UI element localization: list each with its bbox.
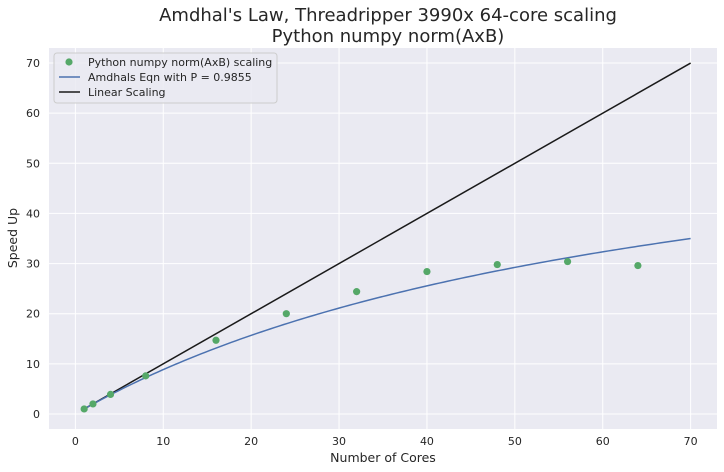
x-tick-label: 30 (332, 435, 346, 448)
legend: Python numpy norm(AxB) scaling Amdhals E… (53, 52, 278, 104)
grid-lines (49, 48, 717, 429)
y-tick-label: 0 (33, 408, 40, 421)
data-point (493, 260, 501, 269)
chart-title: Amdhal's Law, Threadripper 3990x 64-core… (159, 5, 617, 26)
x-tick-label: 0 (72, 435, 79, 448)
legend-label-linear: Linear Scaling (88, 86, 166, 99)
legend-marker-scatter (65, 58, 73, 66)
data-point (142, 372, 150, 380)
data-point (106, 390, 115, 399)
data-point (212, 336, 220, 344)
y-tick-label: 10 (26, 358, 40, 371)
x-tick-label: 60 (596, 435, 610, 448)
data-point (423, 267, 431, 276)
data-point (80, 405, 88, 413)
x-tick-label: 50 (508, 435, 522, 448)
x-tick-label: 20 (244, 435, 258, 448)
x-tick-label: 40 (420, 435, 434, 448)
series-line-amdahl (83, 237, 691, 410)
y-axis-label: Speed Up (5, 208, 20, 268)
y-tick-label: 40 (26, 207, 40, 220)
legend-box (53, 52, 278, 104)
x-axis-label: Number of Cores (330, 450, 436, 465)
x-tick-label: 10 (156, 435, 170, 448)
y-tick-label: 30 (26, 258, 40, 271)
chart-subtitle: Python numpy norm(AxB) (272, 26, 505, 47)
data-point (353, 288, 361, 296)
legend-label-scatter: Python numpy norm(AxB) scaling (88, 56, 272, 69)
y-tick-label: 60 (26, 107, 40, 120)
x-tick-label: 70 (684, 435, 698, 448)
y-tick-label: 50 (26, 157, 40, 170)
y-tick-labels: 0 10 20 30 40 50 60 70 (26, 57, 40, 421)
y-tick-label: 70 (26, 57, 40, 70)
data-point (89, 400, 97, 408)
data-point (634, 261, 642, 270)
data-point (563, 257, 572, 266)
y-tick-label: 20 (26, 308, 40, 321)
series-layer (80, 62, 692, 413)
x-tick-labels: 0 10 20 30 40 50 60 70 (72, 435, 698, 448)
legend-label-amdahl: Amdhals Eqn with P = 0.9855 (88, 71, 252, 84)
data-point (282, 310, 290, 318)
series-line-linear (83, 62, 692, 410)
